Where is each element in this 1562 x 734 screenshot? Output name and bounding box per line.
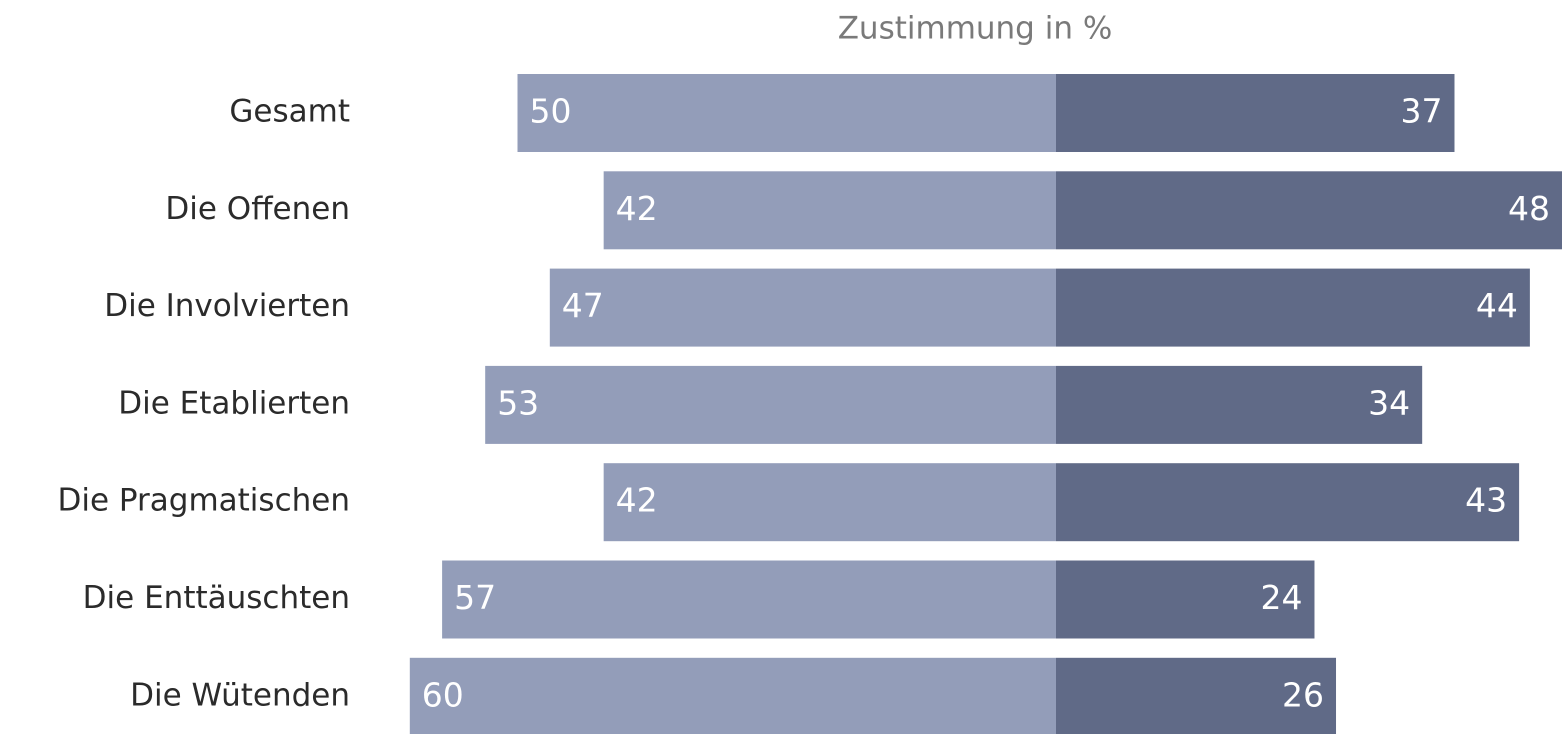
value-label: 44	[1476, 286, 1518, 325]
category-label: Die Enttäuschten	[83, 580, 350, 616]
value-label: 42	[616, 481, 658, 520]
category-label: Gesamt	[229, 94, 350, 130]
bar	[549, 268, 1056, 347]
bar	[517, 74, 1056, 152]
bar	[1056, 463, 1520, 542]
bar	[1056, 171, 1562, 250]
category-label: Die Pragmatischen	[57, 483, 350, 519]
bar	[1056, 268, 1530, 347]
bar	[442, 560, 1056, 639]
value-label: 57	[454, 578, 496, 617]
bar	[1056, 560, 1315, 639]
bar	[603, 171, 1056, 250]
category-label: Die Wütenden	[130, 677, 350, 713]
value-label: 43	[1465, 481, 1507, 520]
value-label: 48	[1508, 189, 1550, 228]
category-label: Die Offenen	[165, 191, 350, 227]
value-label: 47	[562, 286, 604, 325]
category-label: Die Involvierten	[104, 288, 350, 324]
bar	[1056, 74, 1455, 152]
bar	[1056, 365, 1423, 444]
bar	[1056, 657, 1337, 734]
value-label: 34	[1368, 383, 1410, 422]
bar	[409, 657, 1056, 734]
category-label: Die Etablierten	[118, 385, 350, 421]
bar	[603, 463, 1056, 542]
value-label: 60	[422, 675, 464, 714]
value-label: 37	[1400, 92, 1442, 131]
value-label: 24	[1260, 578, 1302, 617]
chart-title: Zustimmung in %	[838, 11, 1113, 47]
value-label: 53	[497, 383, 539, 422]
value-label: 50	[530, 92, 572, 131]
bar	[485, 365, 1056, 444]
value-label: 26	[1282, 675, 1324, 714]
value-label: 42	[616, 189, 658, 228]
